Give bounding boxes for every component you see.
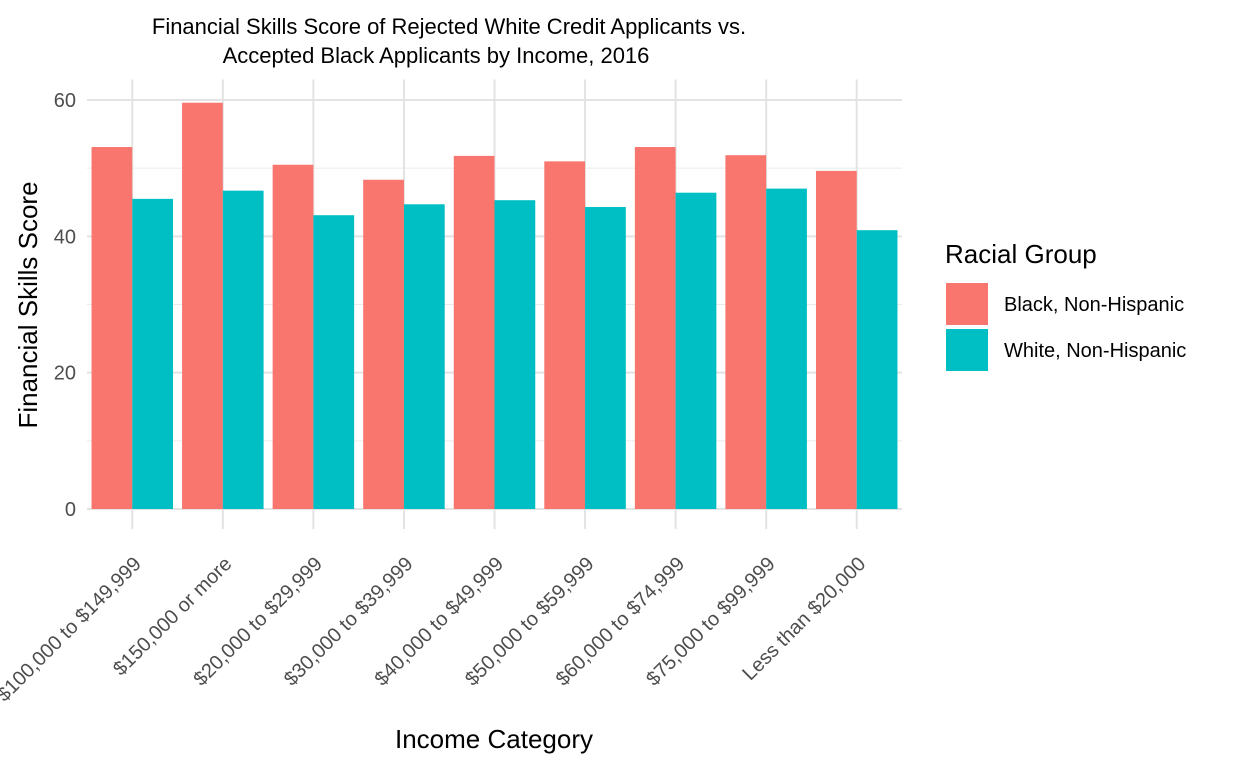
bar xyxy=(494,200,536,509)
y-tick-label: 40 xyxy=(54,226,76,248)
chart-title-line-2: Accepted Black Applicants by Income, 201… xyxy=(223,43,650,68)
bar xyxy=(313,215,355,509)
legend-key-white xyxy=(946,329,988,371)
bar xyxy=(544,161,586,509)
bar xyxy=(634,147,676,509)
legend-title: Racial Group xyxy=(945,239,1097,269)
bar xyxy=(91,147,133,509)
bar xyxy=(766,188,807,509)
x-axis-title: Income Category xyxy=(395,724,593,754)
bar xyxy=(403,204,445,510)
legend-label-white: White, Non-Hispanic xyxy=(1004,340,1186,362)
bar xyxy=(725,155,767,509)
bar xyxy=(272,164,314,509)
bar xyxy=(182,102,223,509)
bar xyxy=(222,190,264,509)
bar xyxy=(363,179,404,509)
y-axis-title: Financial Skills Score xyxy=(13,181,43,428)
bar xyxy=(675,192,717,509)
x-tick-label: $100,000 to $149,999 xyxy=(0,553,146,706)
bars xyxy=(91,102,898,510)
legend: Racial Group Black, Non-Hispanic White, … xyxy=(945,239,1186,371)
y-tick-labels: 0 20 40 60 xyxy=(54,90,76,521)
y-tick-label: 20 xyxy=(54,363,76,385)
x-tick-labels: $100,000 to $149,999$150,000 or more$20,… xyxy=(0,553,870,706)
bar xyxy=(585,207,626,509)
chart-title-line-1: Financial Skills Score of Rejected White… xyxy=(152,14,746,39)
bar xyxy=(453,155,495,509)
bar xyxy=(132,198,174,509)
legend-key-black xyxy=(946,283,988,325)
bar xyxy=(856,230,898,509)
legend-label-black: Black, Non-Hispanic xyxy=(1004,294,1184,316)
y-tick-label: 0 xyxy=(65,499,76,521)
y-tick-label: 60 xyxy=(54,90,76,112)
bar xyxy=(815,170,857,510)
